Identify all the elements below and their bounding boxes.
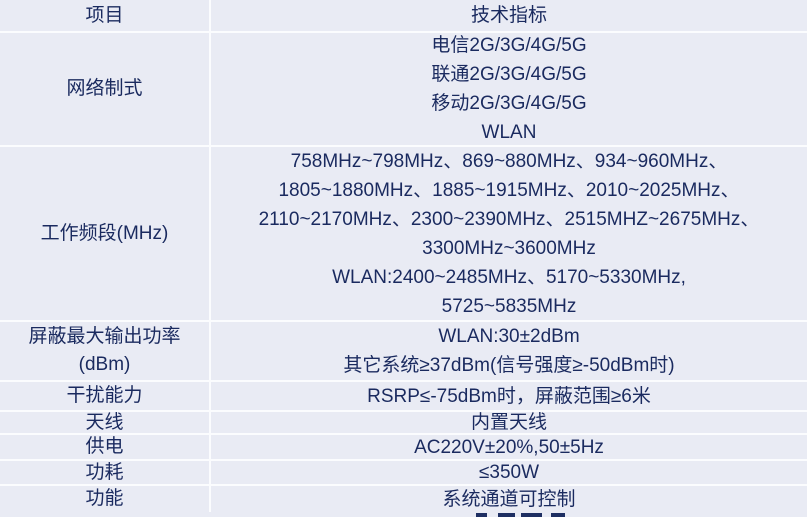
table-row-interference-capability: 干扰能力 RSRP≤-75dBm时，屏蔽范围≥6米 [0, 382, 807, 412]
row-label: 屏蔽最大输出功率(dBm) [0, 322, 211, 380]
table-row-antenna: 天线 内置天线 [0, 412, 807, 435]
spec-line: AC220V±20%,50±5Hz [414, 436, 604, 458]
table-header-row: 项目 技术指标 [0, 0, 807, 33]
table-row-network-standards: 网络制式 电信2G/3G/4G/5G 联通2G/3G/4G/5G 移动2G/3G… [0, 33, 807, 147]
column-header-spec: 技术指标 [211, 0, 807, 31]
spec-line: 5725~5835MHz [441, 295, 577, 317]
row-spec: AC220V±20%,50±5Hz [211, 435, 807, 459]
spec-line: 2110~2170MHz、2300~2390MHz、2515MHZ~2675MH… [258, 208, 760, 230]
spec-line: 电信2G/3G/4G/5G [431, 35, 587, 56]
spec-line: 3300MHz~3600MHz [422, 237, 596, 259]
table-row-power-consumption: 功耗 ≤350W [0, 461, 807, 486]
row-spec: 电信2G/3G/4G/5G 联通2G/3G/4G/5G 移动2G/3G/4G/5… [211, 33, 807, 145]
spec-line: WLAN:30±2dBm [438, 326, 580, 347]
row-spec: RSRP≤-75dBm时，屏蔽范围≥6米 [211, 382, 807, 410]
spec-line: 其它系统≥37dBm(信号强度≥-50dBm时) [343, 355, 675, 376]
spec-line: 内置天线 [470, 412, 547, 433]
row-spec: WLAN:30±2dBm 其它系统≥37dBm(信号强度≥-50dBm时) [211, 322, 807, 380]
row-spec: 758MHz~798MHz、869~880MHz、934~960MHz、 180… [211, 147, 807, 320]
row-label: 天线 [0, 412, 211, 433]
row-label: 功能 [0, 486, 211, 512]
row-label: 供电 [0, 435, 211, 459]
row-label: 网络制式 [0, 33, 211, 145]
table-row-function: 功能 系统通道可控制 [0, 486, 807, 512]
row-label: 干扰能力 [0, 382, 211, 410]
spec-line: 移动2G/3G/4G/5G [431, 93, 587, 114]
cutoff-artifact [476, 513, 487, 517]
spec-line: WLAN [481, 122, 537, 143]
spec-line: ≤350W [478, 462, 540, 483]
cutoff-artifact [551, 513, 565, 517]
spec-line: WLAN:2400~2485MHz、5170~5330MHz, [332, 266, 686, 288]
spec-line: 联通2G/3G/4G/5G [431, 64, 587, 85]
cutoff-artifact [521, 513, 542, 517]
spec-line: RSRP≤-75dBm时，屏蔽范围≥6米 [367, 385, 651, 407]
column-header-spec-label: 技术指标 [470, 5, 547, 26]
row-label: 工作频段(MHz) [0, 147, 211, 320]
row-label: 功耗 [0, 461, 211, 484]
cutoff-artifact [498, 513, 515, 517]
column-header-item: 项目 [0, 0, 211, 31]
spec-line: 系统通道可控制 [442, 488, 576, 510]
row-spec: ≤350W [211, 461, 807, 484]
table-row-power-supply: 供电 AC220V±20%,50±5Hz [0, 435, 807, 461]
row-spec: 内置天线 [211, 412, 807, 433]
spec-line: 758MHz~798MHz、869~880MHz、934~960MHz、 [290, 150, 728, 172]
row-spec: 系统通道可控制 [211, 486, 807, 512]
bottom-cutoff-strip [0, 512, 807, 517]
table-row-frequency-bands: 工作频段(MHz) 758MHz~798MHz、869~880MHz、934~9… [0, 147, 807, 322]
table-row-max-output-power: 屏蔽最大输出功率(dBm) WLAN:30±2dBm 其它系统≥37dBm(信号… [0, 322, 807, 382]
spec-line: 1805~1880MHz、1885~1915MHz、2010~2025MHz、 [278, 179, 740, 201]
